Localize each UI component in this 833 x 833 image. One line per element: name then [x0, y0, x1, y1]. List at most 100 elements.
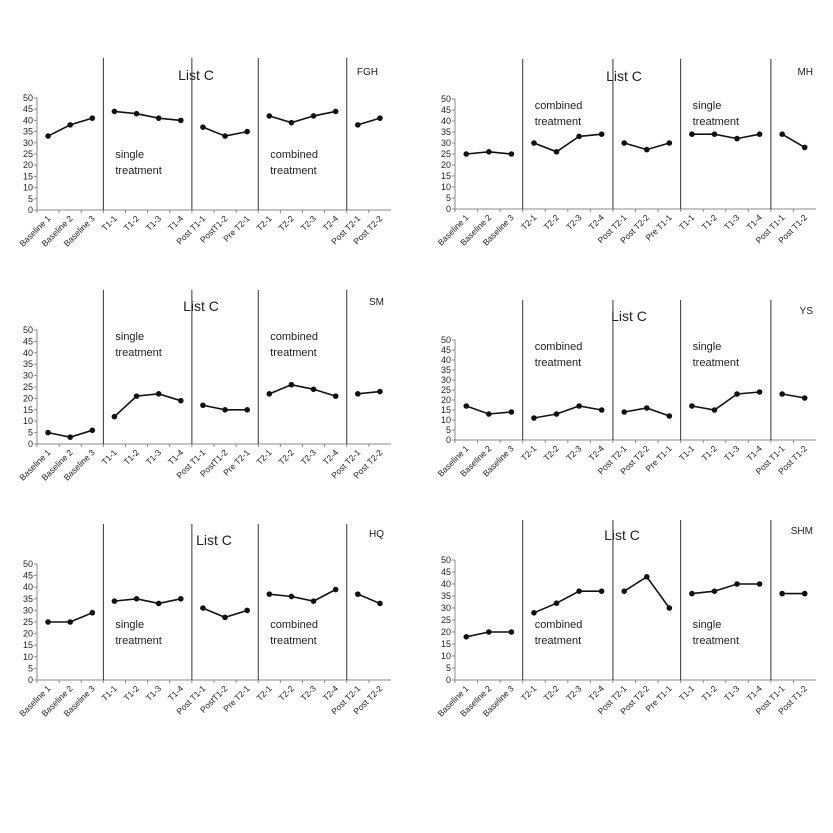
data-point [756, 389, 763, 395]
series-line [113, 393, 182, 418]
y-tick-label: 5 [446, 425, 451, 435]
phase-label: treatment [535, 635, 581, 647]
x-tick-label: T1-2 [122, 447, 142, 467]
x-tick-label: T1-4 [745, 212, 765, 232]
x-tick-label: T2-2 [542, 683, 562, 703]
data-point [486, 411, 492, 417]
subject-code: YS [800, 306, 814, 317]
y-tick-label: 20 [441, 395, 451, 405]
data-point [310, 598, 317, 604]
data-point [756, 131, 763, 137]
x-tick-label: T2-3 [564, 683, 584, 703]
y-tick-label: 0 [28, 439, 33, 449]
data-point [779, 590, 785, 597]
data-point [801, 144, 808, 151]
data-point [89, 427, 96, 434]
y-tick-label: 15 [23, 640, 33, 650]
y-tick-label: 30 [23, 371, 33, 381]
y-tick-label: 0 [28, 205, 33, 215]
x-tick-label: T1-3 [144, 213, 164, 233]
phase-label: single [115, 619, 144, 631]
data-point [508, 409, 515, 415]
y-tick-label: 15 [441, 405, 451, 415]
phase-label: combined [270, 331, 318, 343]
data-point [598, 588, 605, 594]
x-tick-label: T1-2 [699, 443, 719, 463]
data-point [666, 413, 673, 419]
data-point [463, 403, 470, 409]
y-tick-label: 10 [23, 183, 33, 193]
data-point [67, 619, 73, 625]
chart-title: List C [604, 527, 640, 543]
data-point [531, 610, 537, 616]
x-tick-label: T1-1 [677, 443, 697, 463]
data-point [666, 605, 673, 611]
x-tick-label: T1-1 [99, 213, 119, 233]
subject-code: MH [797, 67, 813, 78]
y-tick-label: 5 [28, 194, 33, 204]
series-line [114, 597, 181, 605]
x-tick-label: T2-2 [276, 683, 296, 703]
phase-label: treatment [535, 357, 581, 369]
y-tick-label: 35 [23, 359, 33, 369]
chart-title: List C [611, 308, 647, 324]
y-tick-label: 40 [441, 579, 451, 589]
series-line [533, 590, 602, 614]
y-tick-label: 45 [23, 104, 33, 114]
data-point [244, 607, 250, 614]
y-tick-label: 10 [441, 651, 451, 661]
series-line [691, 583, 760, 595]
data-point [689, 403, 695, 409]
y-tick-label: 30 [441, 603, 451, 613]
x-tick-label: T2-1 [254, 447, 274, 467]
x-tick-label: T2-3 [564, 212, 584, 232]
phase-label: combined [270, 619, 318, 631]
data-point [45, 619, 51, 625]
chart-title: List C [183, 298, 219, 314]
data-point [689, 590, 695, 597]
x-tick-label: T2-2 [276, 447, 296, 467]
y-tick-label: 45 [441, 567, 451, 577]
chart-title: List C [606, 68, 642, 84]
x-tick-label: T2-3 [299, 213, 319, 233]
data-point [266, 391, 273, 397]
series-line [357, 390, 381, 395]
y-tick-label: 10 [23, 652, 33, 662]
y-tick-label: 35 [441, 591, 451, 601]
phase-label: single [693, 341, 722, 353]
data-point [355, 591, 361, 597]
x-tick-label: T2-2 [542, 212, 562, 232]
data-point [332, 586, 339, 593]
data-point [711, 588, 718, 594]
data-point [133, 596, 140, 602]
data-point [621, 409, 628, 415]
y-tick-label: 45 [23, 336, 33, 346]
phase-label: single [693, 619, 722, 631]
x-tick-label: T1-3 [144, 447, 164, 467]
data-point [288, 119, 295, 126]
series-line [533, 405, 602, 419]
data-point [355, 122, 361, 128]
y-tick-label: 5 [446, 193, 451, 203]
y-tick-label: 35 [441, 365, 451, 375]
series-line [782, 393, 805, 399]
data-point [553, 149, 560, 155]
x-tick-label: T2-4 [587, 443, 607, 463]
series-line [781, 133, 806, 149]
x-tick-label: T2-3 [299, 683, 319, 703]
phase-label: treatment [693, 116, 739, 128]
data-point [553, 600, 560, 606]
x-tick-label: T2-1 [519, 443, 539, 463]
x-tick-label: T1-3 [722, 443, 742, 463]
data-point [734, 581, 740, 587]
y-tick-label: 50 [441, 335, 451, 345]
x-tick-label: T1-2 [699, 683, 719, 703]
y-tick-label: 30 [23, 605, 33, 615]
series-line [269, 383, 336, 397]
data-point [486, 149, 492, 155]
data-point [89, 609, 96, 616]
x-tick-label: T2-3 [299, 447, 319, 467]
